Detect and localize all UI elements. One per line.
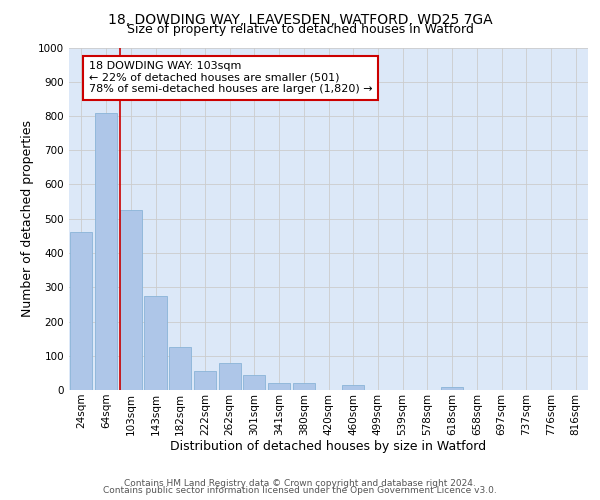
Text: 18, DOWDING WAY, LEAVESDEN, WATFORD, WD25 7GA: 18, DOWDING WAY, LEAVESDEN, WATFORD, WD2… bbox=[107, 12, 493, 26]
Text: Contains public sector information licensed under the Open Government Licence v3: Contains public sector information licen… bbox=[103, 486, 497, 495]
Bar bbox=[243, 374, 265, 390]
Bar bbox=[95, 112, 117, 390]
Text: Size of property relative to detached houses in Watford: Size of property relative to detached ho… bbox=[127, 24, 473, 36]
Bar bbox=[218, 362, 241, 390]
Y-axis label: Number of detached properties: Number of detached properties bbox=[21, 120, 34, 318]
Bar bbox=[441, 386, 463, 390]
Bar bbox=[194, 371, 216, 390]
Bar bbox=[70, 232, 92, 390]
Bar bbox=[119, 210, 142, 390]
Text: 18 DOWDING WAY: 103sqm
← 22% of detached houses are smaller (501)
78% of semi-de: 18 DOWDING WAY: 103sqm ← 22% of detached… bbox=[89, 61, 373, 94]
X-axis label: Distribution of detached houses by size in Watford: Distribution of detached houses by size … bbox=[170, 440, 487, 454]
Bar bbox=[293, 383, 315, 390]
Bar bbox=[145, 296, 167, 390]
Bar bbox=[342, 385, 364, 390]
Bar bbox=[268, 383, 290, 390]
Text: Contains HM Land Registry data © Crown copyright and database right 2024.: Contains HM Land Registry data © Crown c… bbox=[124, 478, 476, 488]
Bar bbox=[169, 347, 191, 390]
